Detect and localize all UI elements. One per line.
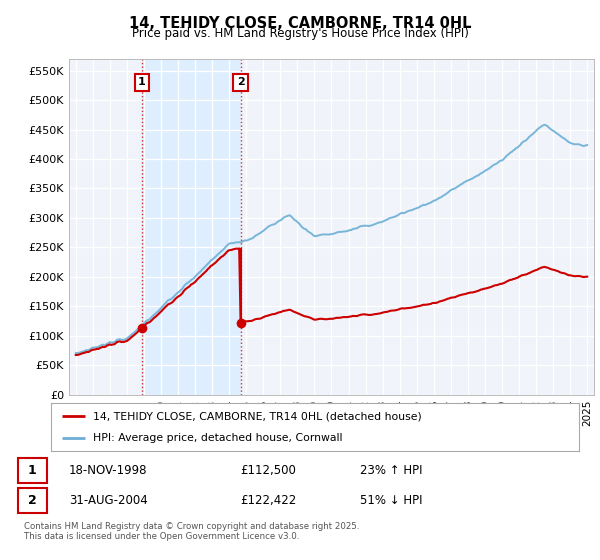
Bar [142, 59, 241, 395]
Text: 14, TEHIDY CLOSE, CAMBORNE, TR14 0HL (detached house): 14, TEHIDY CLOSE, CAMBORNE, TR14 0HL (de… [93, 411, 422, 421]
Text: £122,422: £122,422 [240, 494, 296, 507]
FancyBboxPatch shape [18, 488, 47, 513]
FancyBboxPatch shape [18, 458, 47, 483]
Text: 1: 1 [138, 77, 146, 87]
Text: 18-NOV-1998: 18-NOV-1998 [69, 464, 148, 477]
Text: Price paid vs. HM Land Registry's House Price Index (HPI): Price paid vs. HM Land Registry's House … [131, 27, 469, 40]
Text: £112,500: £112,500 [240, 464, 296, 477]
Text: 31-AUG-2004: 31-AUG-2004 [69, 494, 148, 507]
Text: 51% ↓ HPI: 51% ↓ HPI [360, 494, 422, 507]
Text: 14, TEHIDY CLOSE, CAMBORNE, TR14 0HL: 14, TEHIDY CLOSE, CAMBORNE, TR14 0HL [129, 16, 471, 31]
Text: Contains HM Land Registry data © Crown copyright and database right 2025.
This d: Contains HM Land Registry data © Crown c… [24, 522, 359, 542]
Text: HPI: Average price, detached house, Cornwall: HPI: Average price, detached house, Corn… [93, 433, 343, 443]
Text: 23% ↑ HPI: 23% ↑ HPI [360, 464, 422, 477]
Text: 2: 2 [237, 77, 245, 87]
Text: 2: 2 [28, 494, 37, 507]
Text: 1: 1 [28, 464, 37, 477]
